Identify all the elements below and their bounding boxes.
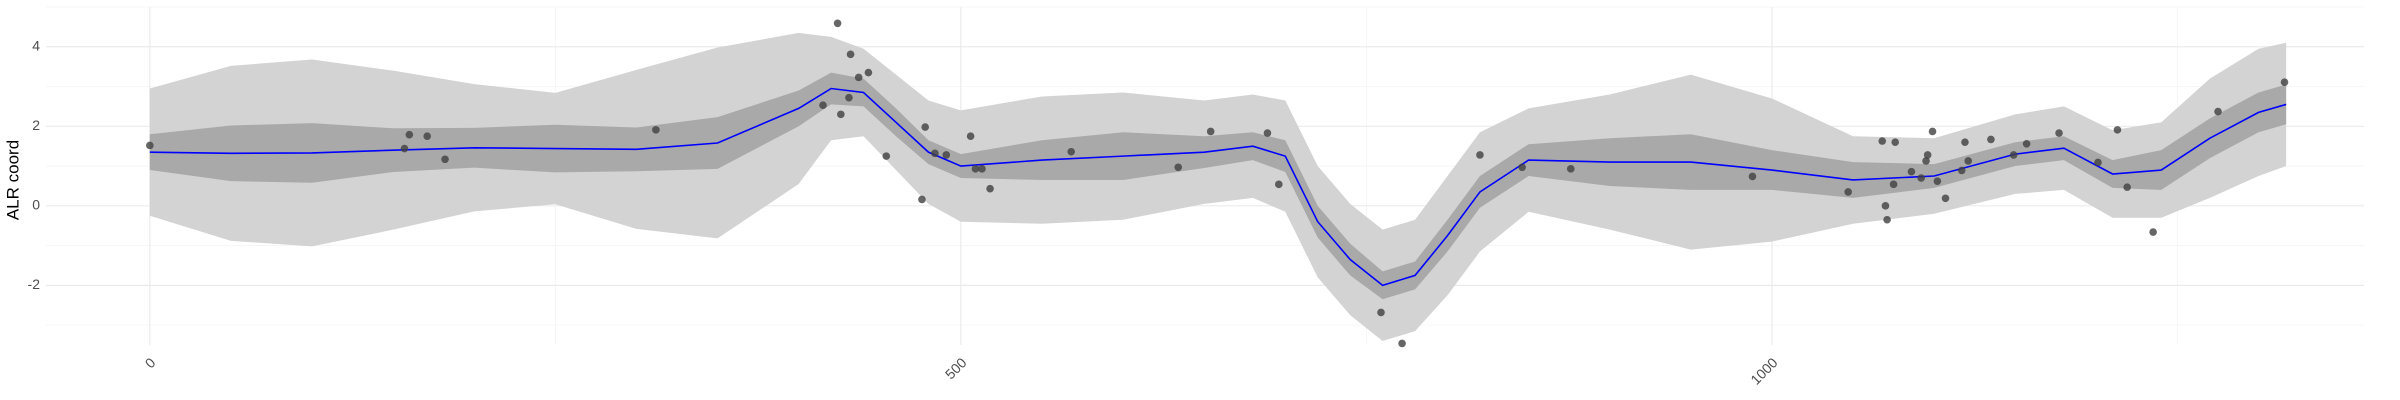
data-point: [2149, 228, 2157, 236]
data-point: [1889, 180, 1898, 189]
y-tick-label: 4: [32, 37, 40, 53]
data-point: [2022, 139, 2031, 148]
data-point: [1174, 163, 1183, 172]
data-point: [882, 152, 891, 160]
data-point: [1917, 174, 1925, 182]
data-point: [837, 110, 845, 119]
data-point: [819, 101, 827, 110]
data-point: [1923, 151, 1932, 159]
data-point: [1928, 127, 1937, 136]
data-point: [971, 165, 980, 173]
x-tick-label: 500: [942, 354, 970, 382]
data-point: [1206, 127, 1215, 136]
data-point: [1748, 172, 1757, 181]
mean-line: [149, 87, 2287, 287]
data-point: [1907, 167, 1916, 176]
y-tick-label: 0: [32, 197, 40, 213]
data-point: [931, 149, 939, 158]
data-point: [1957, 166, 1966, 175]
data-point: [1933, 177, 1942, 185]
data-point: [423, 132, 431, 141]
data-point: [864, 68, 873, 77]
data-point: [2055, 129, 2063, 137]
data-point: [1878, 137, 1887, 145]
data-point: [1987, 135, 1995, 144]
data-point: [921, 123, 929, 131]
y-tick-label: 2: [32, 117, 40, 133]
data-point: [1518, 163, 1526, 172]
data-point: [2214, 107, 2222, 116]
data-point: [966, 132, 975, 141]
data-point: [1844, 188, 1852, 196]
data-point: [405, 130, 414, 139]
data-point: [986, 184, 994, 193]
x-tick-label: 1000: [1747, 354, 1780, 387]
data-point: [1566, 165, 1575, 173]
data-point: [2113, 126, 2122, 134]
data-point: [146, 141, 154, 150]
data-point: [845, 93, 853, 102]
data-point: [1263, 129, 1272, 137]
data-point: [978, 165, 986, 173]
data-point: [1964, 157, 1973, 165]
data-point: [1891, 138, 1900, 146]
data-point: [854, 73, 863, 82]
data-point: [2009, 151, 2018, 159]
data-point: [1275, 180, 1283, 189]
y-axis-label: ALR coord: [3, 140, 22, 220]
confidence-band: [149, 32, 2287, 342]
y-tick-label: -2: [28, 276, 41, 292]
data-point: [2123, 183, 2131, 191]
data-point: [1398, 339, 1406, 348]
data-point: [1377, 308, 1385, 317]
data-point: [2094, 158, 2102, 167]
data-point: [1067, 147, 1075, 156]
data-point: [1883, 215, 1891, 224]
data-point: [400, 144, 409, 153]
data-point: [1941, 194, 1950, 203]
data-point: [1881, 202, 1890, 210]
data-point: [942, 151, 951, 159]
data-point: [2280, 78, 2289, 86]
x-tick-label: 0: [142, 354, 159, 371]
data-point: [846, 50, 855, 59]
confidence-band: [149, 72, 2287, 300]
data-point: [1961, 138, 1969, 146]
data-point: [1476, 151, 1484, 159]
data-point: [441, 155, 449, 164]
data-point: [833, 19, 842, 28]
data-point: [918, 195, 926, 204]
data-point: [1922, 157, 1930, 165]
data-point: [652, 126, 660, 134]
